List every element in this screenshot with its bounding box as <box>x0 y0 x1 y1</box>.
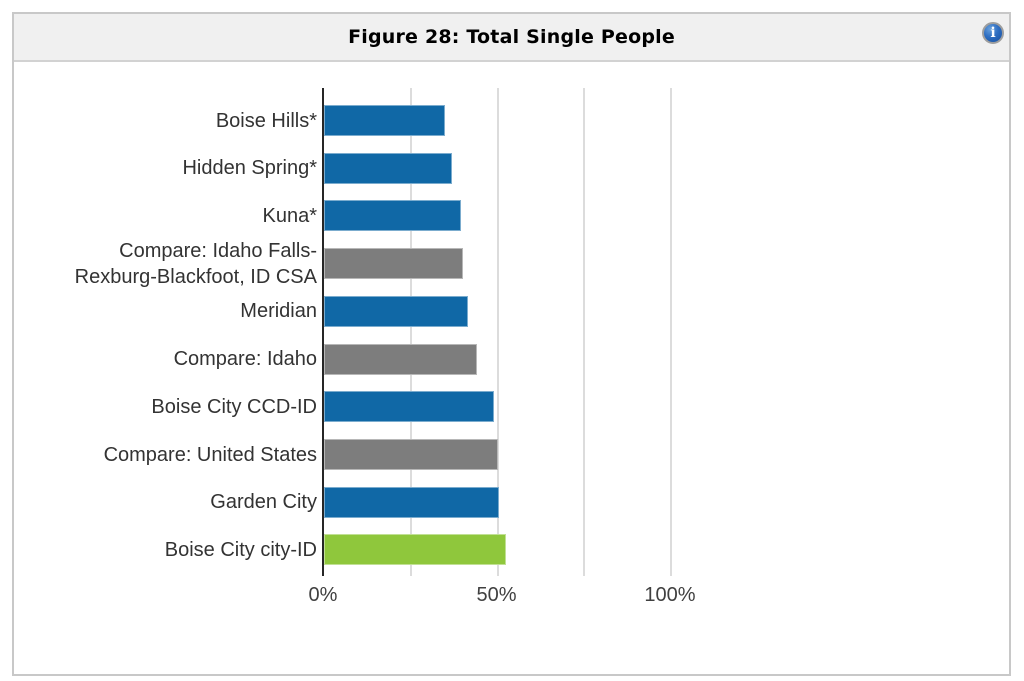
gridline-100pct <box>670 88 672 576</box>
bar-label-kuna: Kuna* <box>262 204 318 227</box>
bar-label-compare-idaho-falls: Compare: Idaho Falls- Rexburg-Blackfoot,… <box>74 239 317 288</box>
bar-boise-city-ccd-id[interactable] <box>324 391 495 423</box>
bar-label-boise-city-city-id: Boise City city-ID <box>164 538 317 561</box>
bar-label-garden-city: Garden City <box>210 491 317 514</box>
info-icon-glyph: i <box>990 24 996 41</box>
bar-compare-idaho-falls[interactable] <box>324 248 463 280</box>
x-tick-0: 0% <box>308 584 338 606</box>
bar-meridian[interactable] <box>324 295 468 327</box>
bar-chart: Boise Hills* Hidden Spring* Kuna* Compare: … <box>14 62 1009 674</box>
bar-kuna[interactable] <box>324 200 462 232</box>
bar-boise-city-city-id[interactable] <box>324 534 507 566</box>
bar-label-hidden-spring: Hidden Spring* <box>182 157 317 180</box>
bar-label-compare-idaho: Compare: Idaho <box>173 348 317 371</box>
x-tick-100: 100% <box>644 584 696 606</box>
figure-panel: Figure 28: Total Single People i Boise H… <box>12 12 1011 676</box>
bar-label-boise-city-ccd-id: Boise City CCD-ID <box>151 395 317 418</box>
x-tick-50: 50% <box>476 584 517 606</box>
gridline-25pct <box>409 88 412 576</box>
info-icon[interactable]: i <box>982 22 1004 44</box>
bar-boise-hills[interactable] <box>324 105 446 136</box>
bar-garden-city[interactable] <box>324 486 500 518</box>
y-axis-line <box>322 88 324 576</box>
figure-header: Figure 28: Total Single People i <box>14 14 1009 62</box>
gridline-50pct <box>496 88 499 576</box>
bar-label-compare-united-states: Compare: United States <box>103 443 317 466</box>
bar-compare-idaho[interactable] <box>324 343 477 375</box>
figure-title: Figure 28: Total Single People <box>348 26 675 48</box>
bar-compare-united-states[interactable] <box>324 439 498 471</box>
bar-hidden-spring[interactable] <box>324 152 453 184</box>
bar-label-meridian: Meridian <box>240 300 317 323</box>
bar-label-boise-hills: Boise Hills* <box>215 109 317 132</box>
gridline-75pct <box>583 88 586 576</box>
